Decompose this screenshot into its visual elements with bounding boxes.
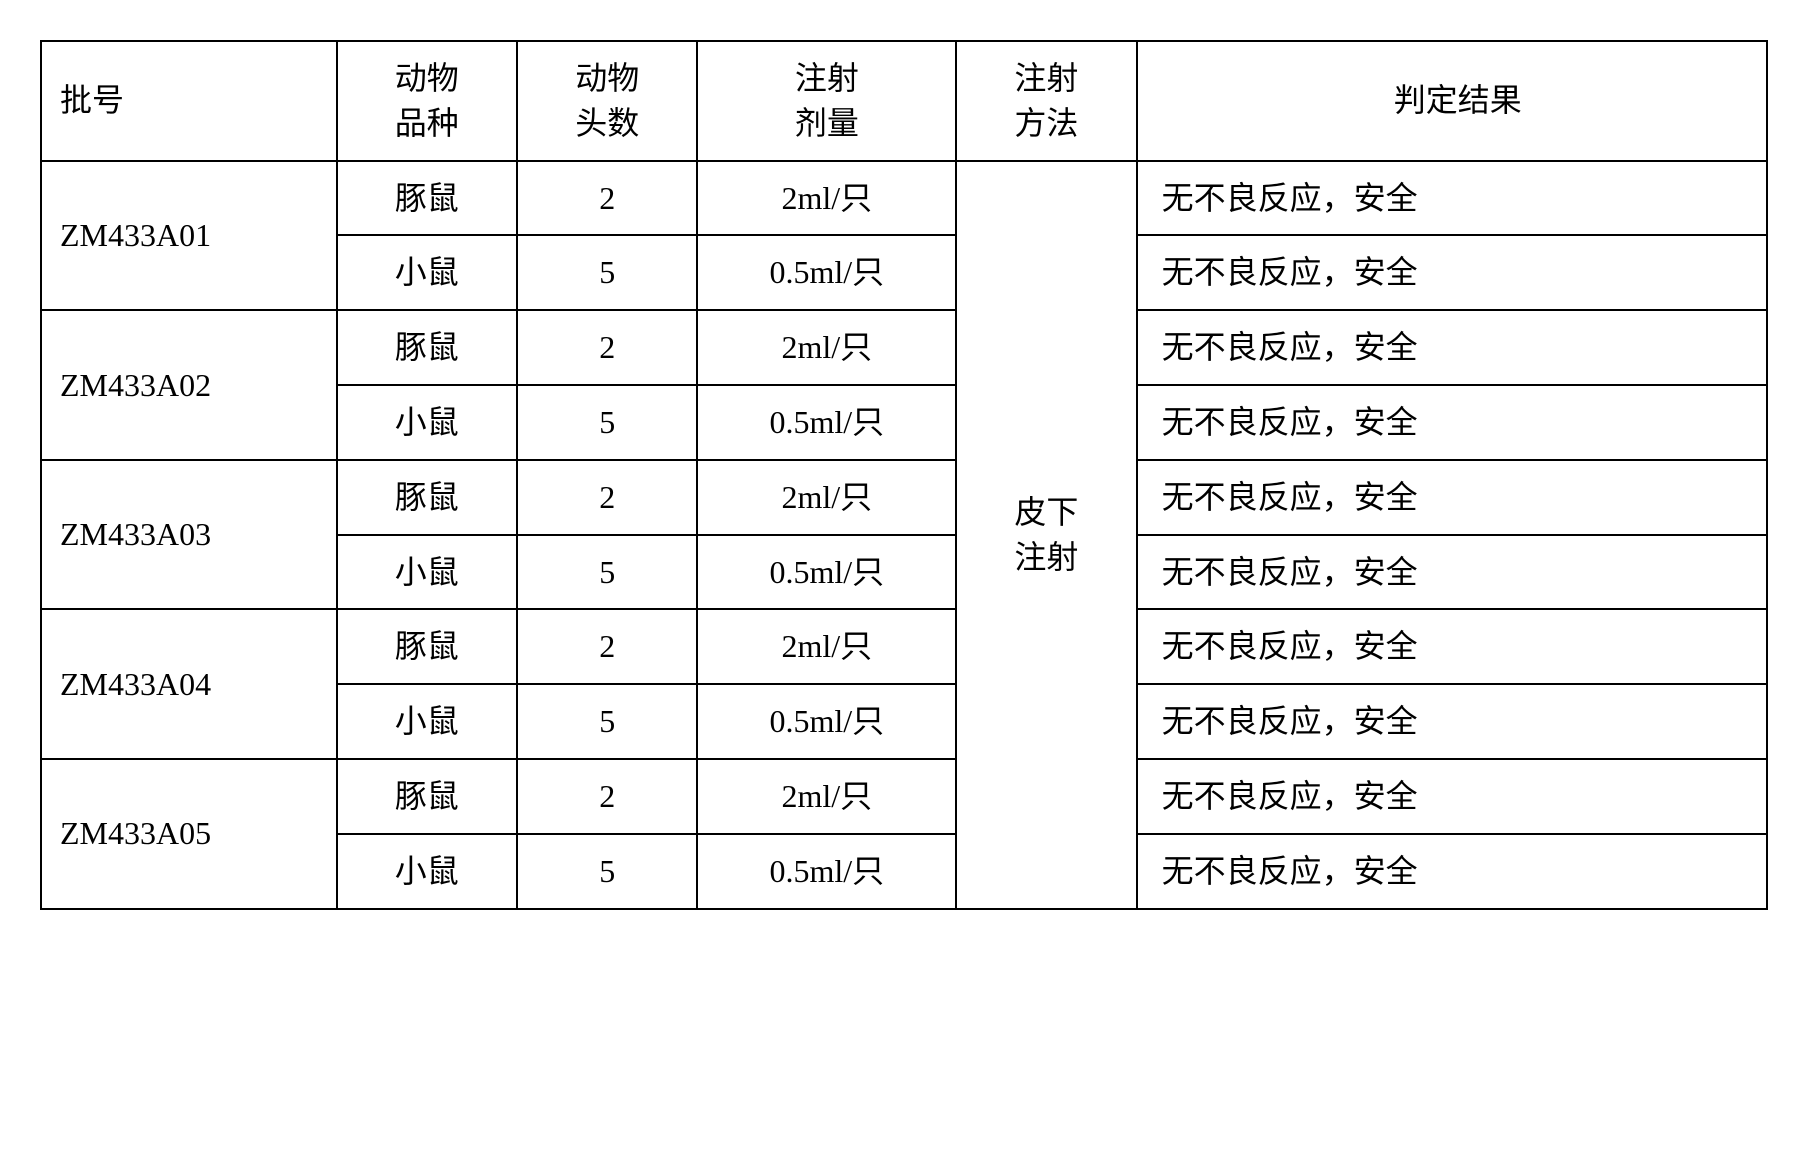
method-cell: 皮下注射: [956, 161, 1136, 909]
header-dose-l2: 剂量: [710, 101, 943, 146]
header-method-l2: 方法: [969, 101, 1123, 146]
species-cell: 小鼠: [337, 684, 517, 759]
safety-test-table: 批号 动物 品种 动物 头数 注射 剂量 注射 方法 判定结果 ZM433A01…: [40, 40, 1768, 910]
species-cell: 小鼠: [337, 535, 517, 610]
header-species: 动物 品种: [337, 41, 517, 161]
batch-id-cell: ZM433A01: [41, 161, 337, 311]
result-cell: 无不良反应，安全: [1137, 759, 1767, 834]
header-dose-l1: 注射: [710, 56, 943, 101]
result-cell: 无不良反应，安全: [1137, 161, 1767, 236]
species-cell: 小鼠: [337, 385, 517, 460]
header-method-l1: 注射: [969, 56, 1123, 101]
count-cell: 5: [517, 535, 697, 610]
result-cell: 无不良反应，安全: [1137, 834, 1767, 909]
species-cell: 小鼠: [337, 834, 517, 909]
batch-id-cell: ZM433A02: [41, 310, 337, 460]
table-row: ZM433A03豚鼠22ml/只无不良反应，安全: [41, 460, 1767, 535]
dose-cell: 2ml/只: [697, 609, 956, 684]
count-cell: 5: [517, 235, 697, 310]
result-cell: 无不良反应，安全: [1137, 460, 1767, 535]
header-result-label: 判定结果: [1394, 82, 1522, 118]
batch-id-cell: ZM433A04: [41, 609, 337, 759]
species-cell: 豚鼠: [337, 310, 517, 385]
header-count-l1: 动物: [530, 56, 684, 101]
dose-cell: 2ml/只: [697, 161, 956, 236]
method-l1: 皮下: [969, 490, 1123, 535]
method-l2: 注射: [969, 535, 1123, 580]
result-cell: 无不良反应，安全: [1137, 535, 1767, 610]
result-cell: 无不良反应，安全: [1137, 235, 1767, 310]
species-cell: 小鼠: [337, 235, 517, 310]
result-cell: 无不良反应，安全: [1137, 385, 1767, 460]
batch-id-cell: ZM433A05: [41, 759, 337, 909]
dose-cell: 2ml/只: [697, 310, 956, 385]
result-cell: 无不良反应，安全: [1137, 310, 1767, 385]
dose-cell: 0.5ml/只: [697, 235, 956, 310]
header-species-l1: 动物: [350, 56, 504, 101]
header-count: 动物 头数: [517, 41, 697, 161]
dose-cell: 2ml/只: [697, 460, 956, 535]
header-row: 批号 动物 品种 动物 头数 注射 剂量 注射 方法 判定结果: [41, 41, 1767, 161]
batch-id-cell: ZM433A03: [41, 460, 337, 610]
header-batch-label: 批号: [60, 82, 124, 118]
result-cell: 无不良反应，安全: [1137, 609, 1767, 684]
count-cell: 5: [517, 684, 697, 759]
dose-cell: 0.5ml/只: [697, 535, 956, 610]
count-cell: 5: [517, 385, 697, 460]
header-count-l2: 头数: [530, 101, 684, 146]
count-cell: 2: [517, 460, 697, 535]
species-cell: 豚鼠: [337, 609, 517, 684]
count-cell: 2: [517, 609, 697, 684]
header-method: 注射 方法: [956, 41, 1136, 161]
count-cell: 2: [517, 759, 697, 834]
species-cell: 豚鼠: [337, 759, 517, 834]
header-dose: 注射 剂量: [697, 41, 956, 161]
dose-cell: 0.5ml/只: [697, 684, 956, 759]
count-cell: 5: [517, 834, 697, 909]
result-cell: 无不良反应，安全: [1137, 684, 1767, 759]
table-row: ZM433A05豚鼠22ml/只无不良反应，安全: [41, 759, 1767, 834]
table-row: ZM433A04豚鼠22ml/只无不良反应，安全: [41, 609, 1767, 684]
count-cell: 2: [517, 310, 697, 385]
species-cell: 豚鼠: [337, 460, 517, 535]
dose-cell: 0.5ml/只: [697, 385, 956, 460]
dose-cell: 0.5ml/只: [697, 834, 956, 909]
header-batch: 批号: [41, 41, 337, 161]
count-cell: 2: [517, 161, 697, 236]
dose-cell: 2ml/只: [697, 759, 956, 834]
header-species-l2: 品种: [350, 101, 504, 146]
header-result: 判定结果: [1137, 41, 1767, 161]
species-cell: 豚鼠: [337, 161, 517, 236]
table-row: ZM433A01豚鼠22ml/只皮下注射无不良反应，安全: [41, 161, 1767, 236]
table-row: ZM433A02豚鼠22ml/只无不良反应，安全: [41, 310, 1767, 385]
